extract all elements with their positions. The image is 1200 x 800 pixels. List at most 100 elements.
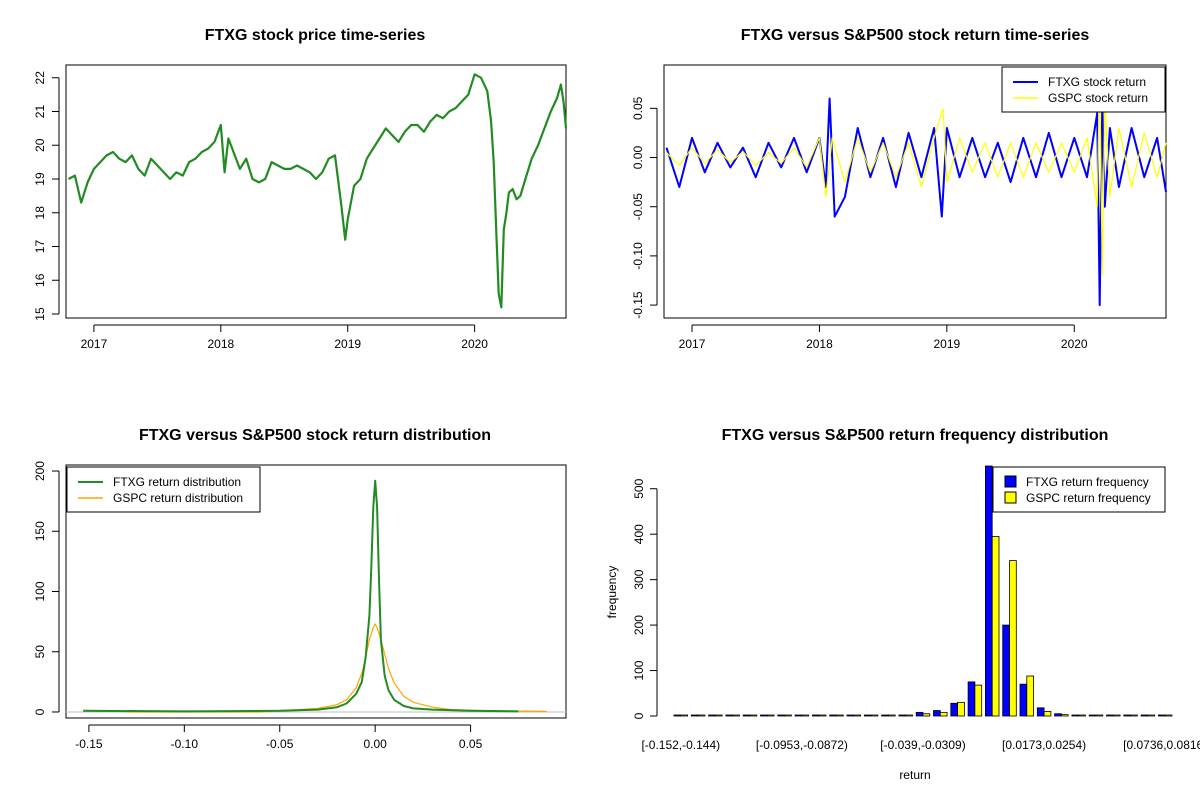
gspc-freq-bar: [957, 701, 965, 717]
returns-plot: 2017 2018 2019 2020 -0.15 -0.10 -0.05 0.00 0.05: [631, 68, 1167, 351]
price-y-tick-label: 19: [33, 172, 47, 186]
price-x-tick-label: 2020: [461, 337, 488, 351]
ftxg-freq-bar: [812, 714, 820, 717]
price-x-tick-label: 2019: [334, 337, 361, 351]
density-x-tick-label: 0.05: [459, 737, 483, 751]
price-y-tick-label: 17: [33, 240, 47, 254]
price-plot: 2017 2018 2019 2020 15 16 17 18 19 20 21 22: [33, 71, 568, 351]
density-y-tick-label: 0: [33, 708, 47, 715]
density-legend-box: [66, 466, 261, 513]
freq-x-tick-label: [-0.039,-0.0309): [880, 738, 965, 752]
price-y-tick-label: 21: [33, 105, 47, 119]
gspc-freq-bar: [697, 714, 706, 717]
freq-y-tick-label: 300: [632, 569, 646, 589]
gspc-freq-bar: [680, 714, 688, 717]
ftxg-freq-bar: [1123, 714, 1132, 717]
ftxg-freq-bar: [915, 711, 924, 717]
ftxg-freq-bar: [933, 710, 941, 717]
ftxg-freq-bar: [760, 714, 768, 717]
freq-legend-ftxg-label: FTXG return frequency: [1026, 475, 1149, 489]
ftxg-freq-bar: [1140, 714, 1149, 717]
freq-legend-gspc-label: GSPC return frequency: [1026, 491, 1151, 505]
gspc-freq-bar: [888, 714, 896, 717]
density-legend-ftxg-label: FTXG return distribution: [113, 475, 241, 489]
gspc-density-line: [127, 623, 547, 713]
ftxg-freq-bar: [1158, 714, 1166, 717]
density-y-tick-label: 100: [33, 581, 47, 601]
gspc-freq-bar: [1009, 560, 1017, 717]
gspc-freq-bar: [784, 714, 792, 717]
price-series-line: [67, 73, 568, 309]
ftxg-freq-bar: [985, 465, 993, 717]
freq-chart-title: FTXG versus S&P500 return frequency dist…: [722, 427, 1109, 444]
price-y-tick-label: 15: [33, 307, 47, 321]
gspc-freq-bar: [939, 711, 948, 717]
ftxg-return-line: [665, 97, 1167, 307]
gspc-freq-bar: [732, 714, 740, 717]
freq-legend: FTXG return frequency GSPC return freque…: [992, 466, 1166, 513]
ftxg-freq-bar: [725, 714, 734, 717]
density-legend-gspc-label: GSPC return distribution: [113, 491, 243, 505]
gspc-freq-bar: [715, 714, 723, 717]
returns-x-tick-label: 2019: [934, 337, 961, 351]
ftxg-freq-bar: [1036, 707, 1045, 717]
freq-x-tick-label: [0.0173,0.0254): [1002, 738, 1086, 752]
price-y-tick-label: 22: [33, 71, 47, 85]
gspc-freq-bar: [870, 714, 879, 717]
gspc-freq-bar: [818, 714, 827, 717]
ftxg-freq-bar: [863, 714, 872, 717]
gspc-freq-bar: [749, 714, 758, 717]
freq-legend-ftxg-swatch: [1004, 475, 1017, 488]
gspc-return-line: [666, 68, 1167, 277]
ftxg-freq-bar: [690, 714, 699, 717]
returns-x-tick-label: 2020: [1061, 337, 1088, 351]
ftxg-freq-bar: [950, 702, 958, 717]
density-y-tick-label: 50: [33, 645, 47, 659]
gspc-freq-bar: [853, 714, 861, 717]
ftxg-freq-bar: [881, 714, 889, 717]
freq-y-tick-label: 500: [632, 478, 646, 498]
returns-y-tick-label: -0.05: [631, 193, 645, 221]
ftxg-freq-bar: [1002, 624, 1010, 717]
returns-x-tick-label: 2018: [806, 337, 833, 351]
ftxg-freq-bar: [742, 714, 751, 717]
returns-legend: FTXG stock return GSPC stock return: [1001, 66, 1166, 113]
density-chart-title: FTXG versus S&P500 stock return distribu…: [139, 427, 491, 444]
freq-x-tick-label: [-0.152,-0.144): [641, 738, 720, 752]
ftxg-freq-bar: [1106, 714, 1114, 717]
ftxg-freq-bar: [846, 714, 855, 717]
gspc-freq-bar: [1164, 714, 1173, 717]
ftxg-freq-bar: [1019, 683, 1028, 717]
gspc-freq-bar: [766, 714, 775, 717]
gspc-freq-bar: [1078, 714, 1086, 717]
ftxg-freq-bar: [673, 714, 682, 717]
ftxg-freq-bar: [898, 714, 907, 717]
gspc-freq-bar: [1147, 714, 1156, 717]
gspc-freq-bar: [922, 713, 931, 717]
density-x-tick-label: 0.00: [363, 737, 387, 751]
ftxg-freq-bar: [794, 714, 803, 717]
density-x-tick-label: -0.05: [266, 737, 294, 751]
returns-y-tick-label: -0.15: [631, 291, 645, 319]
gspc-freq-bar: [801, 714, 810, 717]
gspc-freq-bar: [836, 714, 844, 717]
freq-y-tick-label: 100: [632, 660, 646, 680]
freq-plot: 0 100 200 300 400 500 [-0.152,-0.144) [-0.0953,…: [632, 465, 1200, 752]
gspc-freq-bar: [905, 714, 913, 717]
ftxg-freq-bar: [708, 714, 716, 717]
gspc-freq-bar: [1130, 714, 1138, 717]
freq-x-tick-label: [0.0736,0.0816): [1123, 738, 1200, 752]
ftxg-freq-bar: [829, 714, 837, 717]
freq-x-axis-label: return: [899, 768, 930, 782]
density-y-tick-label: 200: [33, 461, 47, 481]
ftxg-freq-bar: [1054, 713, 1062, 717]
density-plot: -0.15 -0.10 -0.05 0.00 0.05 0 50 100 150 200: [33, 461, 566, 751]
returns-y-tick-label: -0.10: [631, 242, 645, 270]
price-plot-frame: [65, 64, 567, 319]
price-x-tick-label: 2017: [81, 337, 108, 351]
gspc-freq-bar: [1043, 711, 1052, 717]
gspc-freq-bar: [991, 536, 1000, 717]
returns-x-tick-label: 2017: [679, 337, 706, 351]
